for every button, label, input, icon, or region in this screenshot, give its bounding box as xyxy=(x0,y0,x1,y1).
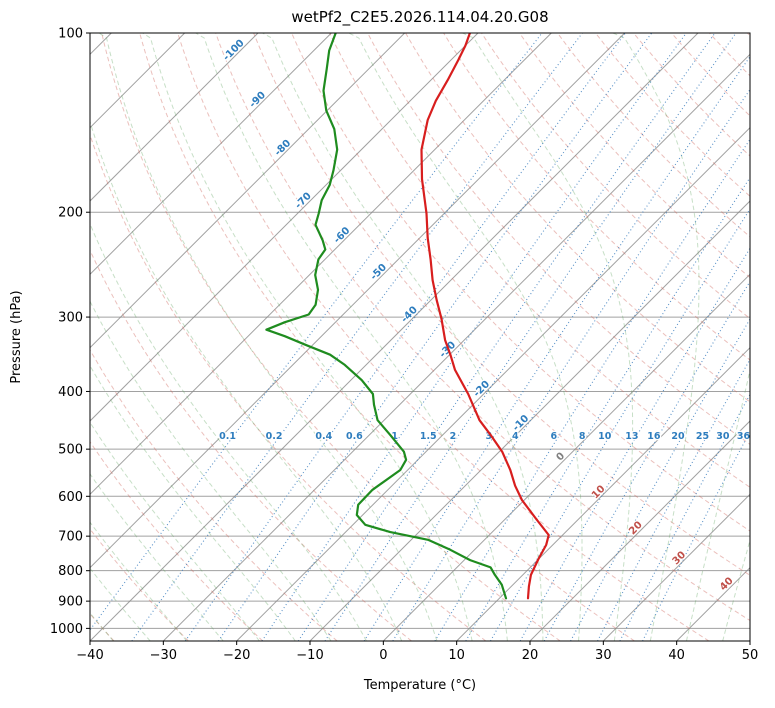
svg-text:600: 600 xyxy=(58,490,83,505)
svg-text:0: 0 xyxy=(554,451,567,464)
svg-text:200: 200 xyxy=(58,206,83,221)
svg-text:20: 20 xyxy=(627,520,645,538)
svg-text:0: 0 xyxy=(379,648,387,663)
svg-text:10: 10 xyxy=(598,431,612,442)
plot-border xyxy=(89,32,751,642)
temperature-curve xyxy=(420,33,550,600)
svg-text:−30: −30 xyxy=(150,648,177,663)
y-axis-ticks: 100 200 300 400 500 600 700 800 900 1000 xyxy=(50,27,90,637)
svg-text:500: 500 xyxy=(58,443,83,458)
svg-text:-80: -80 xyxy=(273,138,294,159)
svg-text:40: 40 xyxy=(668,648,685,663)
svg-text:0.6: 0.6 xyxy=(346,431,363,442)
isotherm-lines xyxy=(90,33,750,641)
chart-title: wetPf2_C2E5.2026.114.04.20.G08 xyxy=(291,8,549,26)
svg-text:0.2: 0.2 xyxy=(266,431,283,442)
svg-text:0.1: 0.1 xyxy=(219,431,236,442)
svg-text:-50: -50 xyxy=(369,262,390,283)
svg-text:4: 4 xyxy=(512,431,519,442)
x-axis-ticks: −40 −30 −20 −10 0 10 20 30 40 50 xyxy=(76,641,758,663)
y-axis-label: Pressure (hPa) xyxy=(9,290,24,384)
axes xyxy=(89,32,751,642)
svg-text:300: 300 xyxy=(58,311,83,326)
svg-text:1: 1 xyxy=(391,431,398,442)
svg-text:900: 900 xyxy=(58,595,83,610)
svg-text:30: 30 xyxy=(595,648,612,663)
svg-text:10: 10 xyxy=(590,484,608,502)
svg-text:−40: −40 xyxy=(76,648,103,663)
svg-text:2: 2 xyxy=(450,431,457,442)
svg-text:25: 25 xyxy=(696,431,709,442)
moist-adiabat-lines xyxy=(90,33,750,641)
svg-text:−10: −10 xyxy=(296,648,323,663)
svg-text:-100: -100 xyxy=(221,38,247,64)
profile-curves xyxy=(265,33,550,600)
svg-text:30: 30 xyxy=(671,550,689,568)
svg-text:-70: -70 xyxy=(293,191,314,212)
svg-text:8: 8 xyxy=(579,431,586,442)
pressure-gridlines xyxy=(90,33,750,629)
svg-text:-40: -40 xyxy=(399,305,420,326)
svg-text:6: 6 xyxy=(551,431,558,442)
svg-text:16: 16 xyxy=(647,431,661,442)
svg-text:-90: -90 xyxy=(247,90,268,111)
svg-text:3: 3 xyxy=(486,431,493,442)
svg-text:10: 10 xyxy=(448,648,465,663)
mixing-ratio-labels: 0.1 0.2 0.4 0.6 1 1.5 2 3 4 6 8 10 13 16 20 25 30 36 xyxy=(218,430,751,444)
svg-text:−20: −20 xyxy=(223,648,250,663)
svg-text:1.5: 1.5 xyxy=(420,431,437,442)
mixing-ratio-lines xyxy=(90,33,750,641)
svg-text:-60: -60 xyxy=(332,225,353,246)
dewpoint-curve xyxy=(265,33,508,600)
svg-text:100: 100 xyxy=(58,27,83,42)
svg-text:20: 20 xyxy=(522,648,539,663)
svg-text:800: 800 xyxy=(58,564,83,579)
svg-text:36: 36 xyxy=(737,431,751,442)
svg-text:20: 20 xyxy=(671,431,685,442)
svg-text:0.4: 0.4 xyxy=(315,431,332,442)
svg-text:400: 400 xyxy=(58,385,83,400)
svg-text:700: 700 xyxy=(58,530,83,545)
svg-text:13: 13 xyxy=(625,431,638,442)
svg-text:1000: 1000 xyxy=(50,622,83,637)
svg-text:-20: -20 xyxy=(472,379,493,400)
svg-text:30: 30 xyxy=(716,431,730,442)
x-axis-label: Temperature (°C) xyxy=(363,678,477,693)
svg-text:40: 40 xyxy=(718,575,736,593)
svg-text:50: 50 xyxy=(742,648,759,663)
